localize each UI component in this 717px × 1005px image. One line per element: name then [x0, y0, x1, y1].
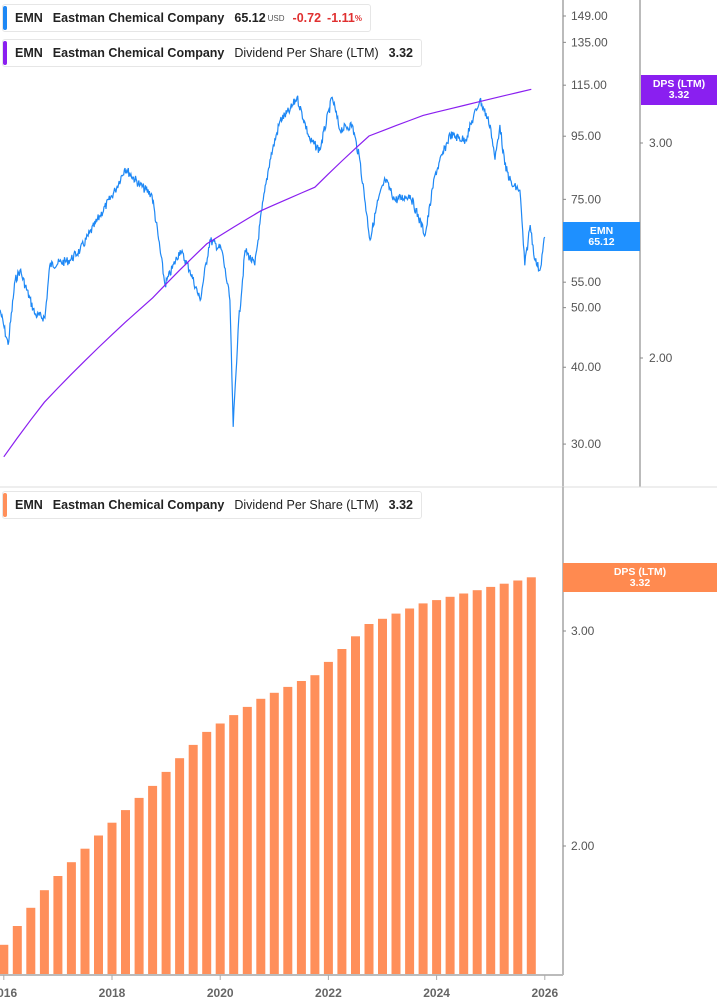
metric-name: Dividend Per Share (LTM)	[234, 498, 379, 512]
dps-legend-bottom[interactable]: EMN Eastman Chemical Company Dividend Pe…	[2, 491, 422, 519]
dps-bar	[12, 926, 22, 974]
dps-line	[3, 88, 532, 458]
x-tick-label: 2024	[423, 986, 450, 1000]
x-tick-label: 2016	[0, 986, 17, 1000]
dps-tag-top: DPS (LTM) 3.32	[641, 75, 717, 105]
dps-bar	[161, 771, 171, 974]
price-change-pct: -1.11	[327, 11, 355, 25]
price-series-color	[3, 6, 7, 30]
company-name: Eastman Chemical Company	[52, 46, 225, 60]
dps-bar	[364, 624, 374, 974]
dps-bar	[242, 706, 252, 974]
dps-bar	[26, 907, 36, 974]
dps-bar	[229, 715, 239, 974]
company-name: Eastman Chemical Company	[52, 11, 225, 25]
dps-tag-bottom: DPS (LTM) 3.32	[563, 563, 717, 592]
price-tick-label: 55.00	[571, 275, 601, 289]
price-tag-label: EMN	[589, 224, 614, 237]
bar-y-tick-label: 3.00	[571, 624, 595, 638]
dps-bar	[0, 944, 9, 974]
ticker: EMN	[15, 46, 43, 60]
dps-bar	[134, 797, 144, 974]
dps-bar	[202, 731, 212, 974]
price-tick-label: 135.00	[571, 35, 608, 49]
price-tick-label: 95.00	[571, 129, 601, 143]
dps-bar	[472, 590, 482, 974]
dps-bar	[526, 577, 536, 974]
dps-tag-label: DPS (LTM)	[652, 78, 706, 90]
dps-bar	[107, 822, 117, 974]
dps-bar	[80, 848, 90, 974]
price-tag-value: 65.12	[588, 235, 615, 248]
dps-bar	[215, 723, 225, 974]
metric-name: Dividend Per Share (LTM)	[234, 46, 379, 60]
price-value: 65.12	[234, 11, 266, 25]
dps-bar	[459, 593, 469, 974]
price-legend[interactable]: EMN Eastman Chemical Company 65.12 USD -…	[2, 4, 371, 32]
price-tick-label: 75.00	[571, 192, 601, 206]
dps-bar	[94, 835, 103, 974]
dps-bar	[445, 596, 455, 974]
dps-bar	[39, 890, 49, 974]
dps-bar	[66, 862, 76, 974]
price-change: -0.72	[292, 11, 322, 25]
dps-bar	[405, 608, 415, 974]
price-tag: EMN 65.12	[563, 222, 640, 251]
dps-bar	[283, 686, 293, 974]
price-tick-label: 30.00	[571, 437, 601, 451]
dps-bar	[513, 580, 523, 974]
price-line	[0, 95, 546, 427]
x-tick-label: 2020	[207, 986, 234, 1000]
price-tick-label: 40.00	[571, 360, 601, 374]
dps-series-color	[3, 41, 7, 65]
price-tick-label: 50.00	[571, 301, 601, 315]
dps-tick-label: 3.00	[649, 136, 673, 150]
ticker: EMN	[15, 11, 43, 25]
dps-bar	[391, 613, 401, 974]
dps-bar	[418, 603, 428, 974]
dps-bar	[310, 675, 320, 974]
dps-bar	[188, 744, 198, 974]
dps-bar	[486, 586, 496, 974]
dps-bar	[53, 876, 63, 974]
x-tick-label: 2026	[531, 986, 558, 1000]
dps-value: 3.32	[388, 498, 413, 512]
ticker: EMN	[15, 498, 43, 512]
currency: USD	[267, 13, 285, 23]
bar-y-tick-label: 2.00	[571, 839, 595, 853]
company-name: Eastman Chemical Company	[52, 498, 225, 512]
dps-bar	[323, 661, 333, 974]
pct-sign: %	[354, 13, 362, 23]
price-tick-label: 115.00	[571, 78, 607, 92]
dps-bar	[432, 600, 442, 974]
x-tick-label: 2022	[315, 986, 342, 1000]
dps-bar	[337, 649, 347, 974]
dps-bar	[499, 583, 509, 974]
dps-bar	[148, 785, 158, 974]
dps-bar	[351, 636, 360, 974]
dps-tag-value: 3.32	[629, 576, 651, 589]
dps-bar	[256, 698, 266, 974]
price-tick-label: 149.00	[571, 9, 608, 23]
bar-series-color	[3, 493, 7, 517]
dps-value: 3.32	[388, 46, 413, 60]
dps-bar	[269, 692, 279, 974]
x-tick-label: 2018	[99, 986, 126, 1000]
dps-legend-top[interactable]: EMN Eastman Chemical Company Dividend Pe…	[2, 39, 422, 67]
dps-bar	[121, 810, 130, 974]
dps-bar	[296, 681, 306, 974]
dps-tag-value: 3.32	[668, 89, 690, 101]
dps-tag-label: DPS (LTM)	[613, 565, 667, 578]
dps-tick-label: 2.00	[649, 351, 673, 365]
dps-bar	[378, 618, 387, 974]
dps-bar	[175, 758, 185, 974]
